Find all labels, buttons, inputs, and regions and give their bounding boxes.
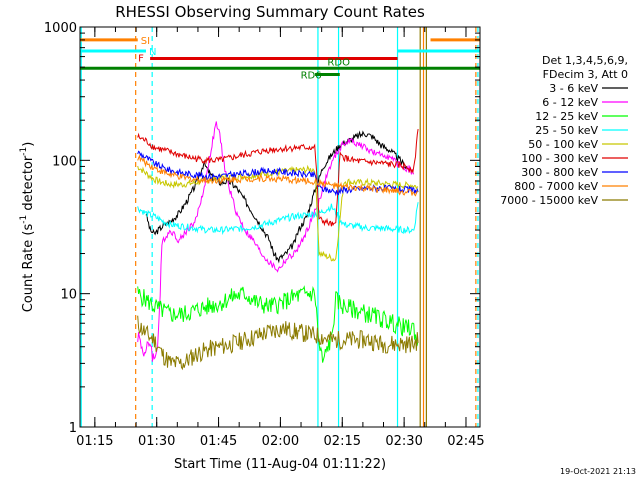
x-tick-label-5: 02:30 xyxy=(385,434,422,449)
legend-header-0: Det 1,3,4,5,6,9, xyxy=(542,54,628,67)
y-axis-label-main: Count Rate (s xyxy=(21,224,36,313)
flag-label-3: RDO xyxy=(327,57,350,68)
x-tick-label-4: 02:15 xyxy=(324,434,361,449)
legend: Det 1,3,4,5,6,9,FDecim 3, Att 03 - 6 keV… xyxy=(500,54,628,207)
series-line-0 xyxy=(145,130,411,264)
x-tick-label-1: 01:30 xyxy=(138,434,175,449)
flag-label-4: RD6 xyxy=(301,71,322,82)
y-tick-label-0: 1 xyxy=(69,421,77,436)
series-line-5 xyxy=(137,129,419,227)
y-axis-label-sup2: -1 xyxy=(19,147,29,156)
legend-label-4: 50 - 100 keV xyxy=(528,138,598,151)
legend-label-2: 12 - 25 keV xyxy=(535,110,598,123)
legend-label-1: 6 - 12 keV xyxy=(542,96,598,109)
x-axis-label: Start Time (11-Aug-04 01:11:22) xyxy=(174,457,386,472)
legend-header-1: FDecim 3, Att 0 xyxy=(543,68,628,81)
x-tick-label-0: 01:15 xyxy=(76,434,113,449)
flag-label-0: SI xyxy=(141,36,150,47)
legend-label-6: 300 - 800 keV xyxy=(521,166,598,179)
x-tick-label-6: 02:45 xyxy=(447,434,484,449)
footer-timestamp: 19-Oct-2021 21:13 xyxy=(560,467,636,476)
series-line-3 xyxy=(137,202,419,236)
series-line-1 xyxy=(137,121,415,362)
legend-label-7: 800 - 7000 keV xyxy=(514,180,598,193)
series-line-7 xyxy=(137,154,419,197)
flag-label-1: N xyxy=(149,47,156,58)
y-tick-label-3: 1000 xyxy=(44,21,77,36)
x-tick-label-3: 02:00 xyxy=(262,434,299,449)
legend-label-8: 7000 - 15000 keV xyxy=(500,194,598,207)
flag-label-2: F xyxy=(138,54,144,65)
y-axis-label-sup: -1 xyxy=(19,215,29,224)
x-tick-label-2: 01:45 xyxy=(200,434,237,449)
y-axis-label: Count Rate (s-1 detector-1) xyxy=(19,142,36,313)
y-tick-label-1: 10 xyxy=(60,288,77,303)
legend-label-0: 3 - 6 keV xyxy=(549,82,598,95)
legend-label-3: 25 - 50 keV xyxy=(535,124,598,137)
chart-title: RHESSI Observing Summary Count Rates xyxy=(115,3,425,21)
legend-label-5: 100 - 300 keV xyxy=(521,152,598,165)
y-axis-label-close: ) xyxy=(21,142,36,147)
y-tick-label-2: 100 xyxy=(52,154,77,169)
series-line-4 xyxy=(137,164,419,262)
series-line-2 xyxy=(137,285,419,363)
series-line-8 xyxy=(137,315,419,371)
y-axis-label-mid: detector xyxy=(21,155,36,215)
